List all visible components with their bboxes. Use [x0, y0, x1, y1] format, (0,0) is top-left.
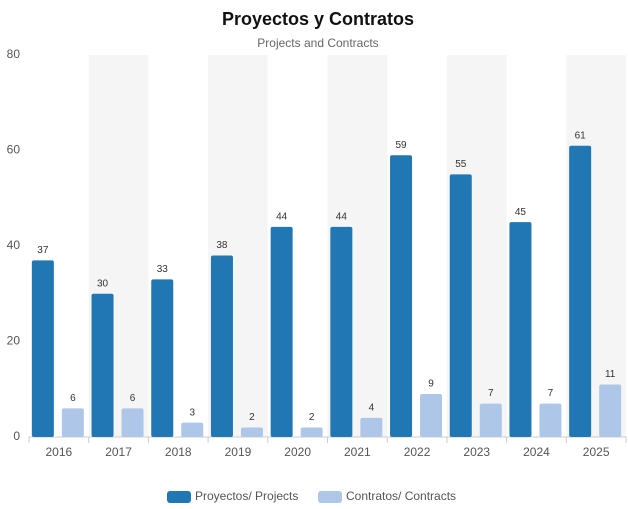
chart-title: Proyectos y Contratos [222, 9, 414, 29]
bar [300, 427, 323, 437]
x-tick-label: 2025 [583, 445, 610, 459]
legend-label: Proyectos/ Projects [195, 489, 298, 503]
data-label: 7 [548, 388, 554, 399]
y-tick-label: 40 [7, 238, 21, 252]
bar [509, 222, 532, 437]
bar [539, 403, 562, 437]
data-label: 38 [216, 240, 228, 251]
bar [210, 255, 233, 437]
bar [420, 394, 443, 437]
bar [449, 174, 472, 437]
data-label: 6 [130, 393, 136, 404]
bar [330, 226, 353, 437]
bar [240, 427, 263, 437]
x-tick-label: 2016 [45, 445, 72, 459]
bar [151, 279, 174, 437]
y-tick-label: 80 [7, 47, 21, 61]
data-label: 30 [97, 278, 109, 289]
y-tick-label: 60 [7, 143, 21, 157]
data-label: 3 [189, 407, 195, 418]
data-label: 7 [488, 388, 494, 399]
data-label: 61 [575, 130, 587, 141]
data-label: 11 [605, 369, 616, 380]
bar [31, 260, 54, 437]
legend-swatch [318, 491, 342, 503]
data-label: 59 [395, 140, 407, 151]
data-label: 6 [70, 393, 76, 404]
y-tick-label: 20 [7, 334, 21, 348]
data-label: 55 [455, 159, 467, 170]
data-label: 44 [336, 212, 348, 223]
bar [121, 408, 144, 437]
x-tick-label: 2023 [463, 445, 490, 459]
bar [390, 155, 413, 437]
data-label: 4 [369, 403, 375, 414]
legend-label: Contratos/ Contracts [346, 489, 456, 503]
bar [181, 422, 204, 437]
x-tick-label: 2024 [523, 445, 550, 459]
data-label: 33 [157, 264, 169, 275]
y-tick-label: 0 [13, 429, 20, 443]
bar [599, 384, 622, 437]
chart-subtitle: Projects and Contracts [257, 36, 378, 50]
data-label: 37 [37, 245, 49, 256]
x-tick-label: 2017 [105, 445, 132, 459]
x-tick-label: 2020 [284, 445, 311, 459]
x-tick-label: 2021 [344, 445, 371, 459]
data-label: 2 [249, 412, 255, 423]
x-tick-label: 2019 [225, 445, 252, 459]
data-label: 44 [276, 212, 288, 223]
bar [270, 226, 293, 437]
bar [479, 403, 502, 437]
bar [569, 145, 592, 437]
bar [360, 417, 383, 437]
data-label: 2 [309, 412, 315, 423]
data-label: 45 [515, 207, 527, 218]
bar [91, 293, 114, 437]
x-tick-label: 2022 [404, 445, 431, 459]
bar [61, 408, 84, 437]
legend-swatch [167, 491, 191, 503]
data-label: 9 [428, 379, 434, 390]
x-tick-label: 2018 [165, 445, 192, 459]
